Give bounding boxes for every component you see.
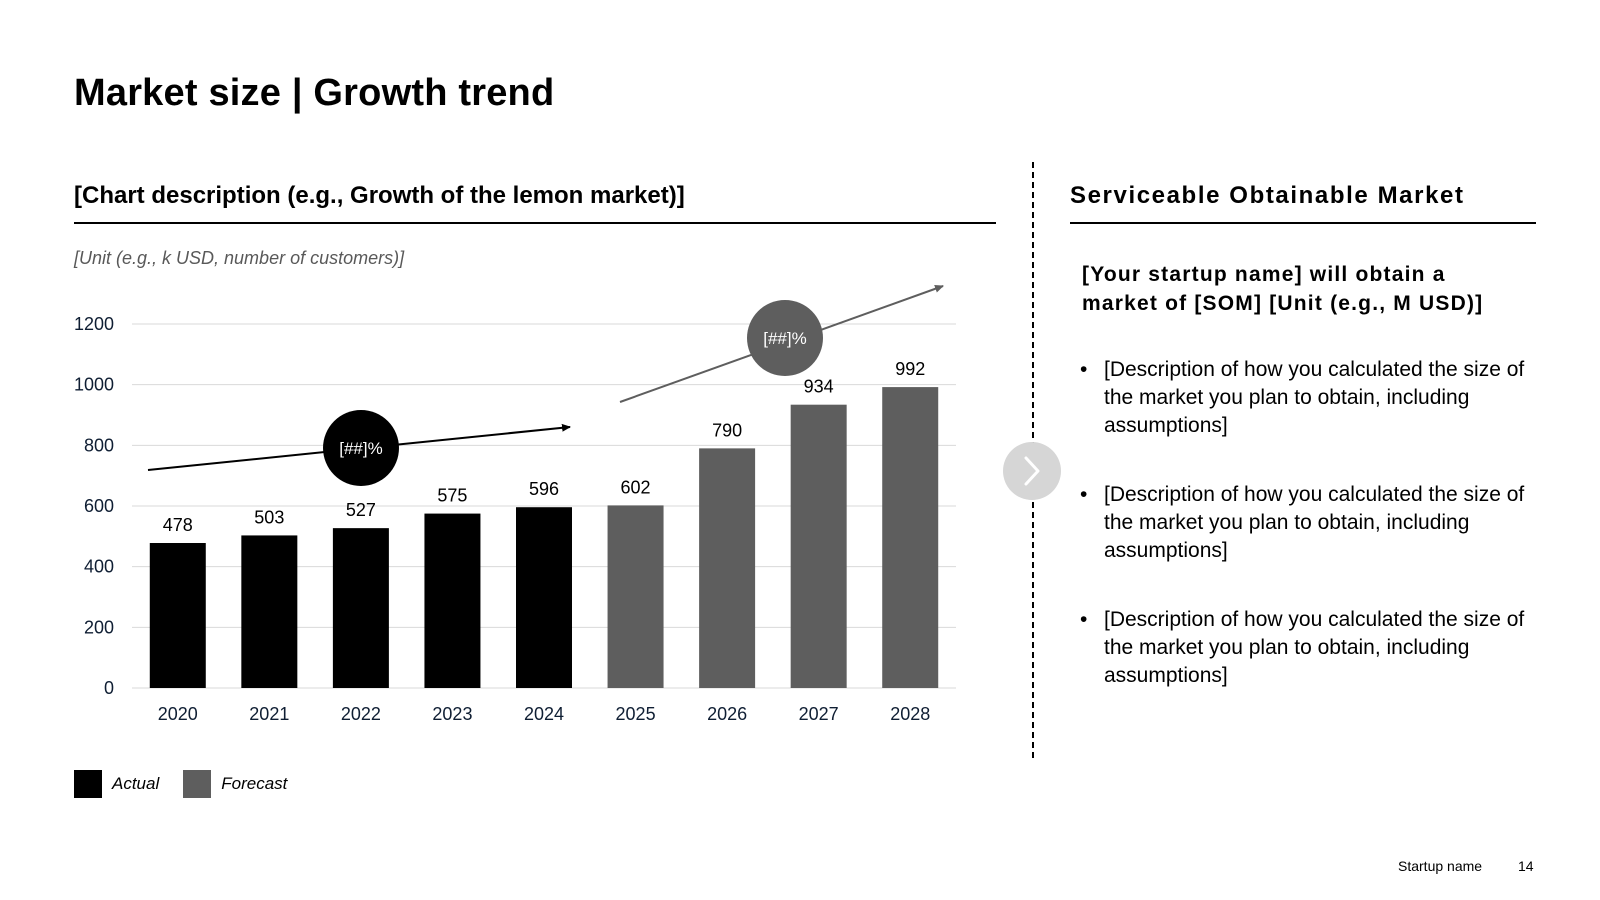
chart-legend: Actual Forecast [74,770,311,798]
legend-item-forecast: Forecast [183,770,287,798]
description-bullet: [Description of how you calculated the s… [1080,606,1536,690]
bar-2028 [882,387,939,688]
chart-heading-rule [74,222,996,224]
growth-circle-forecast [747,300,823,376]
side-heading: Serviceable Obtainable Market [1070,182,1465,209]
slide-title: Market size | Growth trend [74,72,555,114]
bar-2021 [241,535,298,688]
data-label-2023: 575 [437,486,467,506]
side-heading-rule [1070,222,1536,224]
x-tick-label: 2020 [158,704,198,724]
chevron-right-icon [1024,456,1040,486]
x-tick-label: 2023 [432,704,472,724]
x-tick-label: 2026 [707,704,747,724]
description-bullet: [Description of how you calculated the s… [1080,356,1536,440]
x-tick-label: 2025 [616,704,656,724]
next-button[interactable] [1003,442,1061,500]
growth-circle-actual [323,410,399,486]
description-list: [Description of how you calculated the s… [1080,356,1536,731]
data-labels: 478 503 527 575 596 602 790 934 992 [163,359,925,535]
legend-label-forecast: Forecast [221,774,288,793]
bar-2025 [607,505,664,688]
growth-annotations: [##]% [##]% [147,284,944,486]
x-tick-label: 2027 [799,704,839,724]
legend-swatch-forecast [183,770,212,798]
y-tick-label: 1200 [74,314,114,334]
data-label-2022: 527 [346,500,376,520]
market-size-chart: 0 200 400 600 800 1000 1200 478 503 527 575 596 602… [74,284,956,724]
bar-2022 [332,528,389,688]
data-label-2024: 596 [529,479,559,499]
bar-2024 [516,507,572,688]
y-tick-label: 600 [84,496,114,516]
y-tick-label: 1000 [74,375,114,395]
y-tick-label: 200 [84,617,114,637]
y-tick-label: 0 [104,678,114,698]
data-label-2021: 503 [254,507,284,527]
y-axis-ticks: 0 200 400 600 800 1000 1200 [74,314,114,698]
growth-label-forecast: [##]% [763,329,806,348]
description-bullet: [Description of how you calculated the s… [1080,481,1536,565]
page-number: 14 [1518,858,1534,874]
data-label-2026: 790 [712,420,742,440]
footer-startup-name: Startup name [1398,858,1483,874]
data-label-2027: 934 [804,377,834,397]
y-tick-label: 400 [84,557,114,577]
data-label-2020: 478 [163,515,193,535]
legend-swatch-actual [74,770,102,798]
unit-label: [Unit (e.g., k USD, number of customers)… [74,248,405,268]
bar-2027 [790,404,847,688]
growth-label-actual: [##]% [339,439,382,458]
side-lead-text: [Your startup name] will obtain a market… [1082,263,1484,315]
x-tick-label: 2022 [341,704,381,724]
x-tick-label: 2024 [524,704,564,724]
x-tick-label: 2028 [890,704,930,724]
legend-label-actual: Actual [112,774,160,793]
bar-2020 [149,543,206,688]
bar-2023 [424,513,481,688]
data-label-2028: 992 [895,359,925,379]
x-tick-label: 2021 [249,704,289,724]
y-tick-label: 800 [84,435,114,455]
legend-item-actual: Actual [74,770,159,798]
x-axis-ticks: 2020 2021 2022 2023 2024 2025 2026 2027 2028 [158,704,930,724]
chart-heading: [Chart description (e.g., Growth of the … [74,182,685,209]
bars [149,387,939,688]
bar-2026 [699,448,756,688]
data-label-2025: 602 [621,477,651,497]
